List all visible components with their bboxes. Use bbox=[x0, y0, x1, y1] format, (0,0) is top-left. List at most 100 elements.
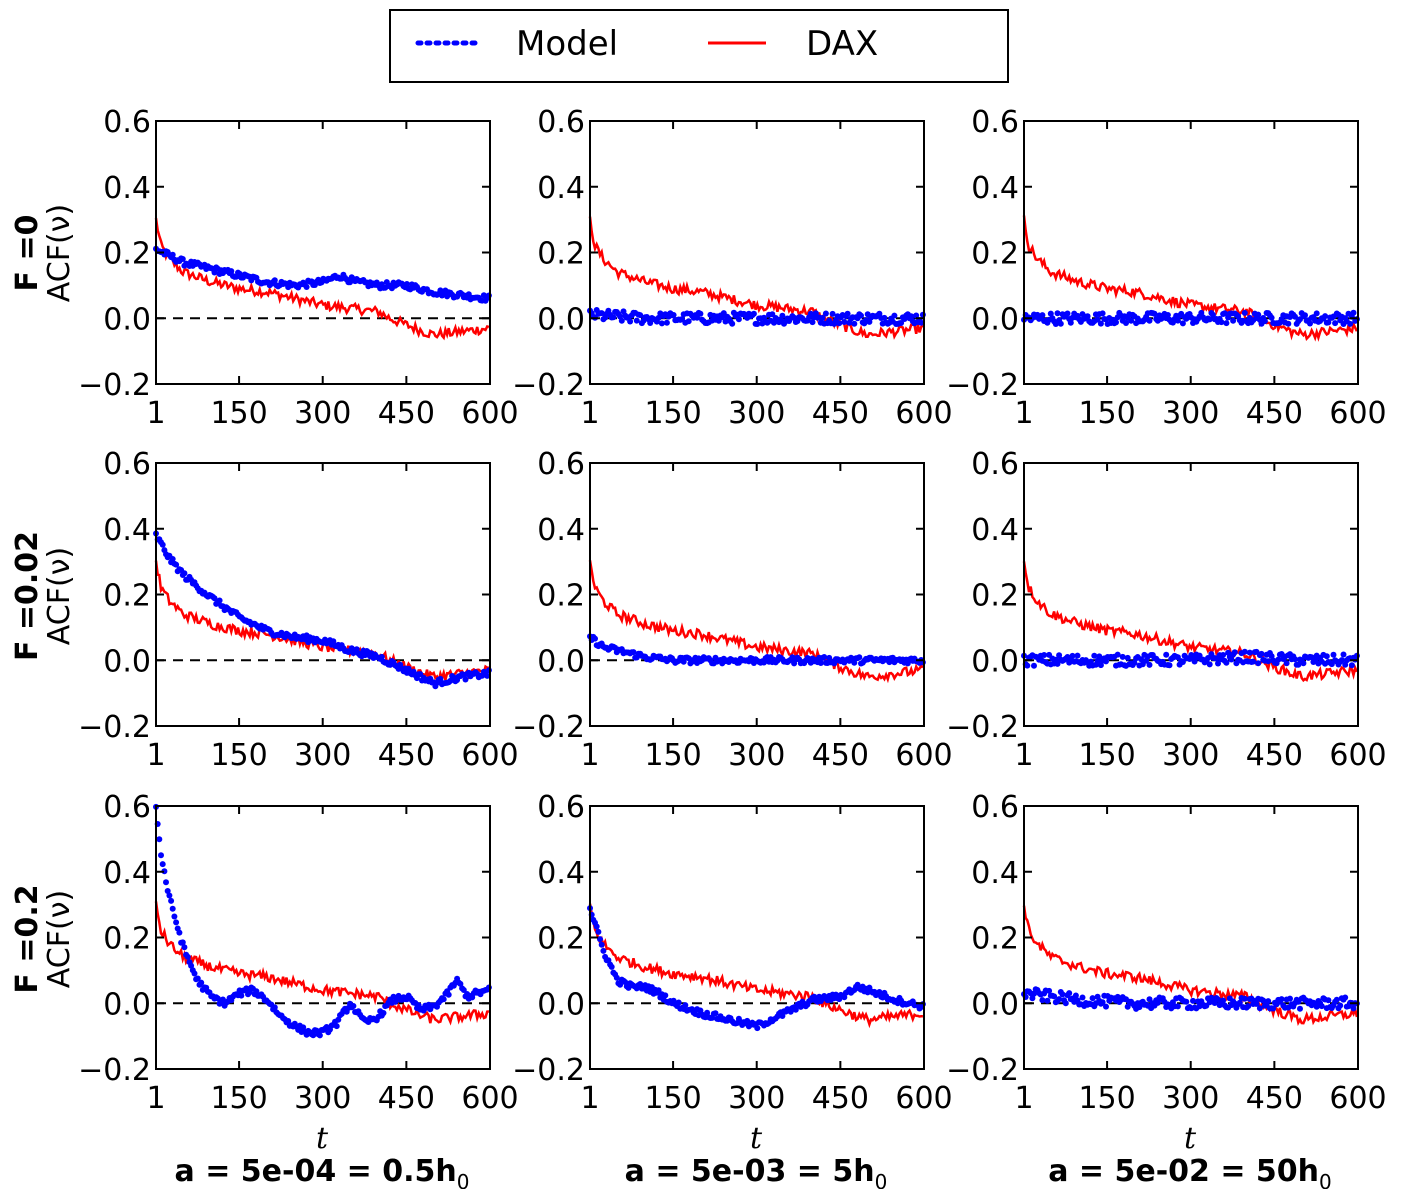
model-point bbox=[1256, 1005, 1263, 1012]
row-label-0: F =0 bbox=[10, 215, 45, 292]
model-point bbox=[316, 1032, 323, 1039]
x-tick-label: 1 bbox=[146, 1081, 165, 1116]
model-point bbox=[1338, 657, 1345, 664]
y-tick-label: 0.4 bbox=[537, 171, 585, 206]
model-point bbox=[1054, 310, 1061, 317]
x-tick-label: 150 bbox=[210, 1081, 267, 1116]
x-tick-label: 300 bbox=[1162, 1081, 1219, 1116]
model-point bbox=[1323, 653, 1330, 660]
model-point bbox=[662, 992, 669, 999]
model-point bbox=[173, 919, 180, 926]
x-tick-label: 600 bbox=[461, 396, 518, 431]
x-tick-label: 1 bbox=[1014, 396, 1033, 431]
model-point bbox=[1179, 320, 1186, 327]
model-point bbox=[1250, 658, 1257, 665]
x-tick-label: 600 bbox=[1329, 738, 1386, 773]
dax-series-line bbox=[1022, 561, 1359, 683]
model-point bbox=[1255, 660, 1262, 667]
model-point bbox=[1292, 656, 1298, 663]
model-point bbox=[655, 987, 662, 994]
x-tick-label: 150 bbox=[210, 738, 267, 773]
model-point bbox=[1057, 320, 1064, 327]
model-point bbox=[457, 980, 464, 987]
model-point bbox=[637, 312, 644, 319]
y-tick-label: 0.4 bbox=[537, 513, 585, 548]
dax-series-line bbox=[588, 560, 924, 684]
model-point bbox=[1146, 317, 1153, 324]
model-point bbox=[675, 999, 682, 1006]
model-point bbox=[1119, 653, 1126, 660]
x-tick-label: 300 bbox=[294, 396, 351, 431]
model-point bbox=[1056, 652, 1063, 659]
model-point bbox=[403, 281, 410, 287]
model-point bbox=[330, 638, 337, 645]
model-point bbox=[1333, 996, 1340, 1003]
model-point bbox=[181, 944, 188, 951]
model-point bbox=[1307, 320, 1313, 327]
y-tick-label: −0.2 bbox=[78, 710, 151, 745]
model-point bbox=[1097, 662, 1104, 669]
y-tick-label: −0.2 bbox=[78, 368, 151, 403]
model-point bbox=[1278, 996, 1285, 1003]
y-tick-label: 0.2 bbox=[971, 237, 1019, 272]
model-point bbox=[300, 1024, 307, 1031]
x-tick-label: 450 bbox=[378, 1081, 435, 1116]
model-point bbox=[610, 314, 617, 321]
model-point bbox=[597, 936, 603, 943]
model-point bbox=[169, 251, 176, 258]
model-point bbox=[1163, 651, 1170, 658]
model-point bbox=[1318, 1003, 1325, 1010]
model-point bbox=[1151, 310, 1158, 317]
model-point bbox=[462, 676, 469, 683]
y-tick-label: 0.6 bbox=[103, 447, 151, 482]
model-point bbox=[440, 996, 447, 1003]
model-point bbox=[1079, 994, 1086, 1001]
model-point bbox=[1245, 1003, 1252, 1010]
model-point bbox=[1089, 995, 1096, 1002]
y-axis-label-2: ACF(ν) bbox=[42, 890, 77, 988]
model-point bbox=[1146, 996, 1153, 1003]
model-point bbox=[405, 665, 412, 672]
model-point bbox=[161, 868, 168, 875]
y-tick-label: −0.2 bbox=[946, 368, 1019, 403]
model-point bbox=[663, 319, 670, 326]
model-point bbox=[303, 284, 310, 290]
model-point bbox=[881, 314, 888, 321]
model-point bbox=[1330, 651, 1337, 658]
model-point bbox=[1241, 995, 1248, 1002]
model-point bbox=[378, 653, 385, 660]
y-tick-label: 0.2 bbox=[537, 922, 585, 957]
model-point bbox=[613, 974, 620, 981]
model-point bbox=[682, 1002, 689, 1009]
model-point bbox=[1285, 320, 1292, 327]
dax-series-line bbox=[154, 217, 490, 341]
y-tick-label: 0.0 bbox=[971, 987, 1019, 1022]
column-labels: t a = 5e-04 = 0.5h0 t a = 5e-03 = 5h0 t … bbox=[175, 1121, 1332, 1189]
model-point bbox=[285, 1018, 292, 1024]
y-tick-label: 0.2 bbox=[971, 579, 1019, 614]
x-tick-label: 600 bbox=[895, 738, 952, 773]
x-tick-label: 150 bbox=[644, 738, 701, 773]
dax-series-line bbox=[1022, 215, 1359, 342]
model-point bbox=[633, 317, 640, 324]
x-tick-label: 1 bbox=[146, 738, 165, 773]
model-point bbox=[1268, 314, 1275, 321]
model-point bbox=[1056, 996, 1063, 1003]
model-point bbox=[168, 897, 175, 904]
y-tick-label: −0.2 bbox=[512, 368, 585, 403]
model-point bbox=[184, 953, 191, 960]
model-point bbox=[1342, 994, 1349, 1001]
x-tick-label: 150 bbox=[1078, 396, 1135, 431]
y-tick-label: −0.2 bbox=[78, 1053, 151, 1088]
dax-series-line bbox=[1022, 905, 1359, 1026]
model-point bbox=[1059, 991, 1066, 998]
y-tick-label: 0.6 bbox=[537, 790, 585, 825]
y-tick-label: 0.6 bbox=[971, 105, 1019, 140]
panel-r2-c2: −0.2 0.0 0.2 0.4 0.6 1 150 300 450 600 bbox=[946, 790, 1386, 1116]
y-tick-label: −0.2 bbox=[512, 1053, 585, 1088]
model-point bbox=[188, 962, 195, 969]
x-tick-label: 300 bbox=[1162, 738, 1219, 773]
model-point bbox=[913, 312, 920, 319]
model-point bbox=[729, 320, 736, 327]
model-point bbox=[169, 905, 176, 912]
